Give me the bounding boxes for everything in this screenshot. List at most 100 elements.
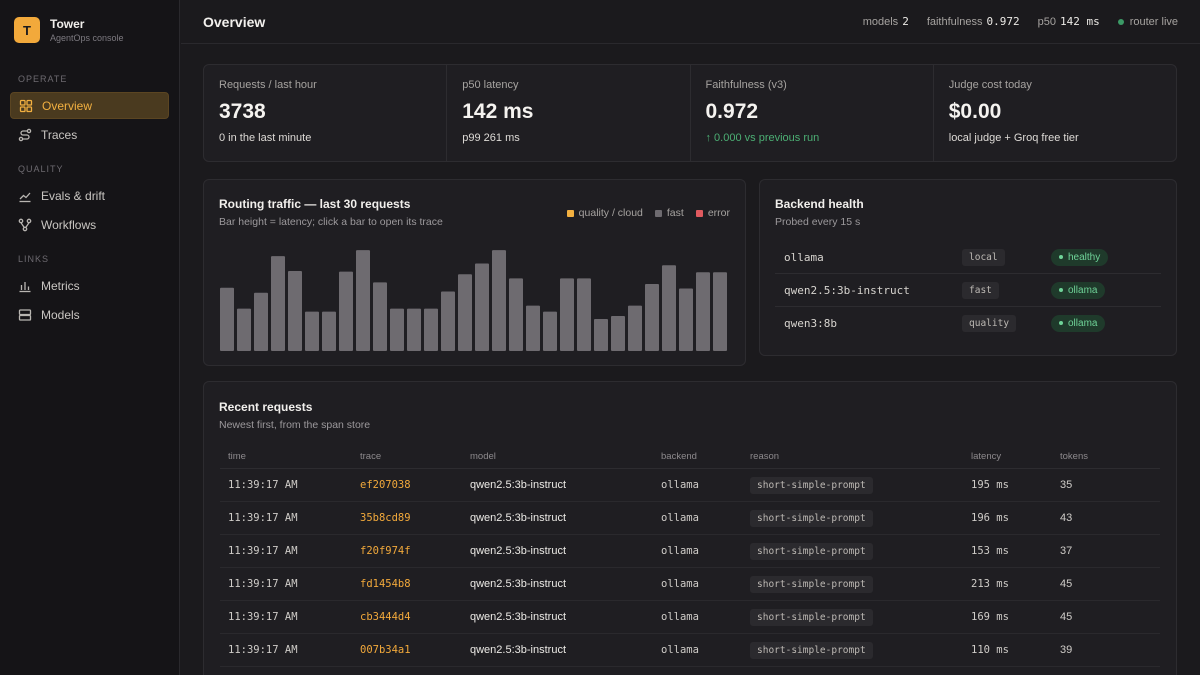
chart-bar[interactable] (526, 305, 540, 351)
chart-bar[interactable] (254, 292, 268, 351)
table-row[interactable]: 11:39:17 AM f20f974f qwen2.5:3b-instruct… (220, 535, 1160, 568)
traffic-bar-chart (220, 250, 727, 351)
chart-bar[interactable] (339, 271, 353, 351)
table-row[interactable]: 11:39:17 AM fd1454b8 qwen2.5:3b-instruct… (220, 568, 1160, 601)
chart-bar[interactable] (356, 250, 370, 351)
table-row[interactable]: 11:39:17 AM 35b8cd89 qwen2.5:3b-instruct… (220, 502, 1160, 535)
chart-bar[interactable] (322, 311, 336, 351)
chart-bar[interactable] (237, 308, 251, 351)
table-row[interactable]: 11:39:17 AM cb3444d4 qwen2.5:3b-instruct… (220, 601, 1160, 634)
column-header-backend[interactable]: backend (661, 451, 697, 462)
chart-bar[interactable] (373, 282, 387, 351)
chart-bar[interactable] (288, 270, 302, 351)
sidebar-item-models[interactable]: Models (10, 301, 169, 328)
trace-link[interactable]: ef207038 (360, 479, 411, 491)
chart-bar[interactable] (577, 278, 591, 351)
cell-model: qwen2.5:3b-instruct (470, 545, 566, 557)
chart-bar[interactable] (560, 278, 574, 351)
cell-time: 11:39:17 AM (228, 512, 298, 524)
table-row[interactable]: 11:39:17 AM ef207038 qwen2.5:3b-instruct… (220, 469, 1160, 502)
kpi-label: Faithfulness (v3) (705, 79, 787, 91)
cell-model: qwen2.5:3b-instruct (470, 479, 566, 491)
column-header-tokens[interactable]: tokens (1060, 451, 1088, 462)
cell-tokens: 45 (1060, 578, 1073, 590)
cell-model: qwen2.5:3b-instruct (470, 611, 566, 623)
chart-bar[interactable] (492, 250, 506, 351)
column-header-latency[interactable]: latency (971, 451, 1002, 462)
sidebar-item-label: Overview (42, 98, 93, 113)
chart-bar[interactable] (458, 274, 472, 351)
reason-badge: short-simple-prompt (750, 642, 873, 659)
trace-link[interactable]: 35b8cd89 (360, 512, 411, 524)
brand[interactable]: T Tower AgentOps console (0, 0, 179, 60)
reason-badge: short-simple-prompt (750, 543, 873, 560)
stat-value: 0.972 (986, 15, 1020, 28)
chart-bar[interactable] (662, 265, 676, 351)
column-header-time[interactable]: time (228, 451, 246, 462)
bar-chart-icon (19, 281, 31, 292)
chart-bar[interactable] (594, 319, 608, 351)
cell-backend: ollama (661, 611, 699, 623)
cell-backend: ollama (661, 512, 699, 524)
trace-link[interactable]: f20f974f (360, 545, 411, 557)
column-header-trace[interactable]: trace (360, 451, 382, 462)
traffic-title: Routing traffic — last 30 requests (219, 197, 411, 211)
cell-latency: 169 ms (971, 611, 1009, 623)
backend-name: qwen3:8b (784, 317, 837, 330)
cell-time: 11:39:17 AM (228, 479, 298, 491)
column-header-reason[interactable]: reason (750, 451, 780, 462)
reason-badge: short-simple-prompt (750, 510, 873, 527)
chart-bar[interactable] (271, 256, 285, 351)
status-badge: ollama (1051, 315, 1106, 332)
legend-swatch (654, 209, 662, 217)
table-row[interactable]: 11:39:17 AM 007b34a1 qwen2.5:3b-instruct… (220, 634, 1160, 667)
cell-model: qwen2.5:3b-instruct (470, 578, 566, 590)
chart-bar[interactable] (220, 287, 234, 351)
kpi-faithfulness: Faithfulness (v3) 0.972 ↑ 0.000 vs previ… (691, 65, 934, 161)
sidebar-item-evals[interactable]: Evals & drift (10, 182, 169, 209)
requests-table: time trace model backend reason latency … (220, 445, 1160, 667)
chart-bar[interactable] (679, 288, 693, 351)
health-row: qwen2.5:3b-instruct fast ollama (775, 274, 1161, 307)
chart-bar[interactable] (696, 272, 710, 351)
backend-name: ollama (784, 250, 824, 264)
cell-backend: ollama (661, 578, 699, 590)
stat-faithfulness: faithfulness 0.972 (927, 15, 1020, 28)
sidebar-item-overview[interactable]: Overview (10, 92, 169, 119)
brand-name: Tower (50, 17, 85, 31)
trace-link[interactable]: fd1454b8 (360, 578, 411, 590)
chart-bar[interactable] (441, 291, 455, 351)
cell-latency: 213 ms (971, 578, 1009, 590)
sidebar-item-metrics[interactable]: Metrics (10, 272, 169, 299)
kpi-requests: Requests / last hour 3738 0 in the last … (204, 65, 448, 161)
column-header-model[interactable]: model (470, 451, 496, 462)
cell-reason: short-simple-prompt (750, 576, 971, 593)
chart-bar[interactable] (543, 311, 557, 351)
trace-link[interactable]: 007b34a1 (360, 644, 411, 656)
sidebar-item-traces[interactable]: Traces (10, 121, 169, 148)
sidebar-item-label: Metrics (41, 278, 80, 293)
cell-time: 11:39:17 AM (228, 644, 298, 656)
chart-bar[interactable] (713, 272, 727, 351)
trace-link[interactable]: cb3444d4 (360, 611, 411, 623)
chart-bar[interactable] (611, 316, 625, 351)
chart-bar[interactable] (305, 311, 319, 351)
traffic-subtitle: Bar height = latency; click a bar to ope… (219, 216, 443, 228)
workflow-icon (18, 218, 32, 231)
kpi-foot: local judge + Groq free tier (948, 132, 1079, 144)
chart-bar[interactable] (645, 284, 659, 351)
chart-bar[interactable] (509, 278, 523, 351)
legend-label: error (707, 207, 730, 219)
sidebar-item-workflows[interactable]: Workflows (10, 211, 169, 238)
kpi-foot: 0 in the last minute (219, 132, 312, 144)
chart-bar[interactable] (475, 263, 489, 351)
topbar: Overview models 2 faithfulness 0.972 p50 14… (181, 0, 1200, 44)
chart-bar[interactable] (424, 308, 438, 351)
chart-bar[interactable] (628, 305, 642, 351)
cell-reason: short-simple-prompt (750, 510, 971, 527)
brand-subtitle: AgentOps console (50, 33, 124, 43)
cell-latency: 195 ms (971, 479, 1009, 491)
chart-bar[interactable] (407, 308, 421, 351)
chart-bar[interactable] (390, 308, 404, 351)
sidebar-item-label: Traces (41, 127, 78, 142)
